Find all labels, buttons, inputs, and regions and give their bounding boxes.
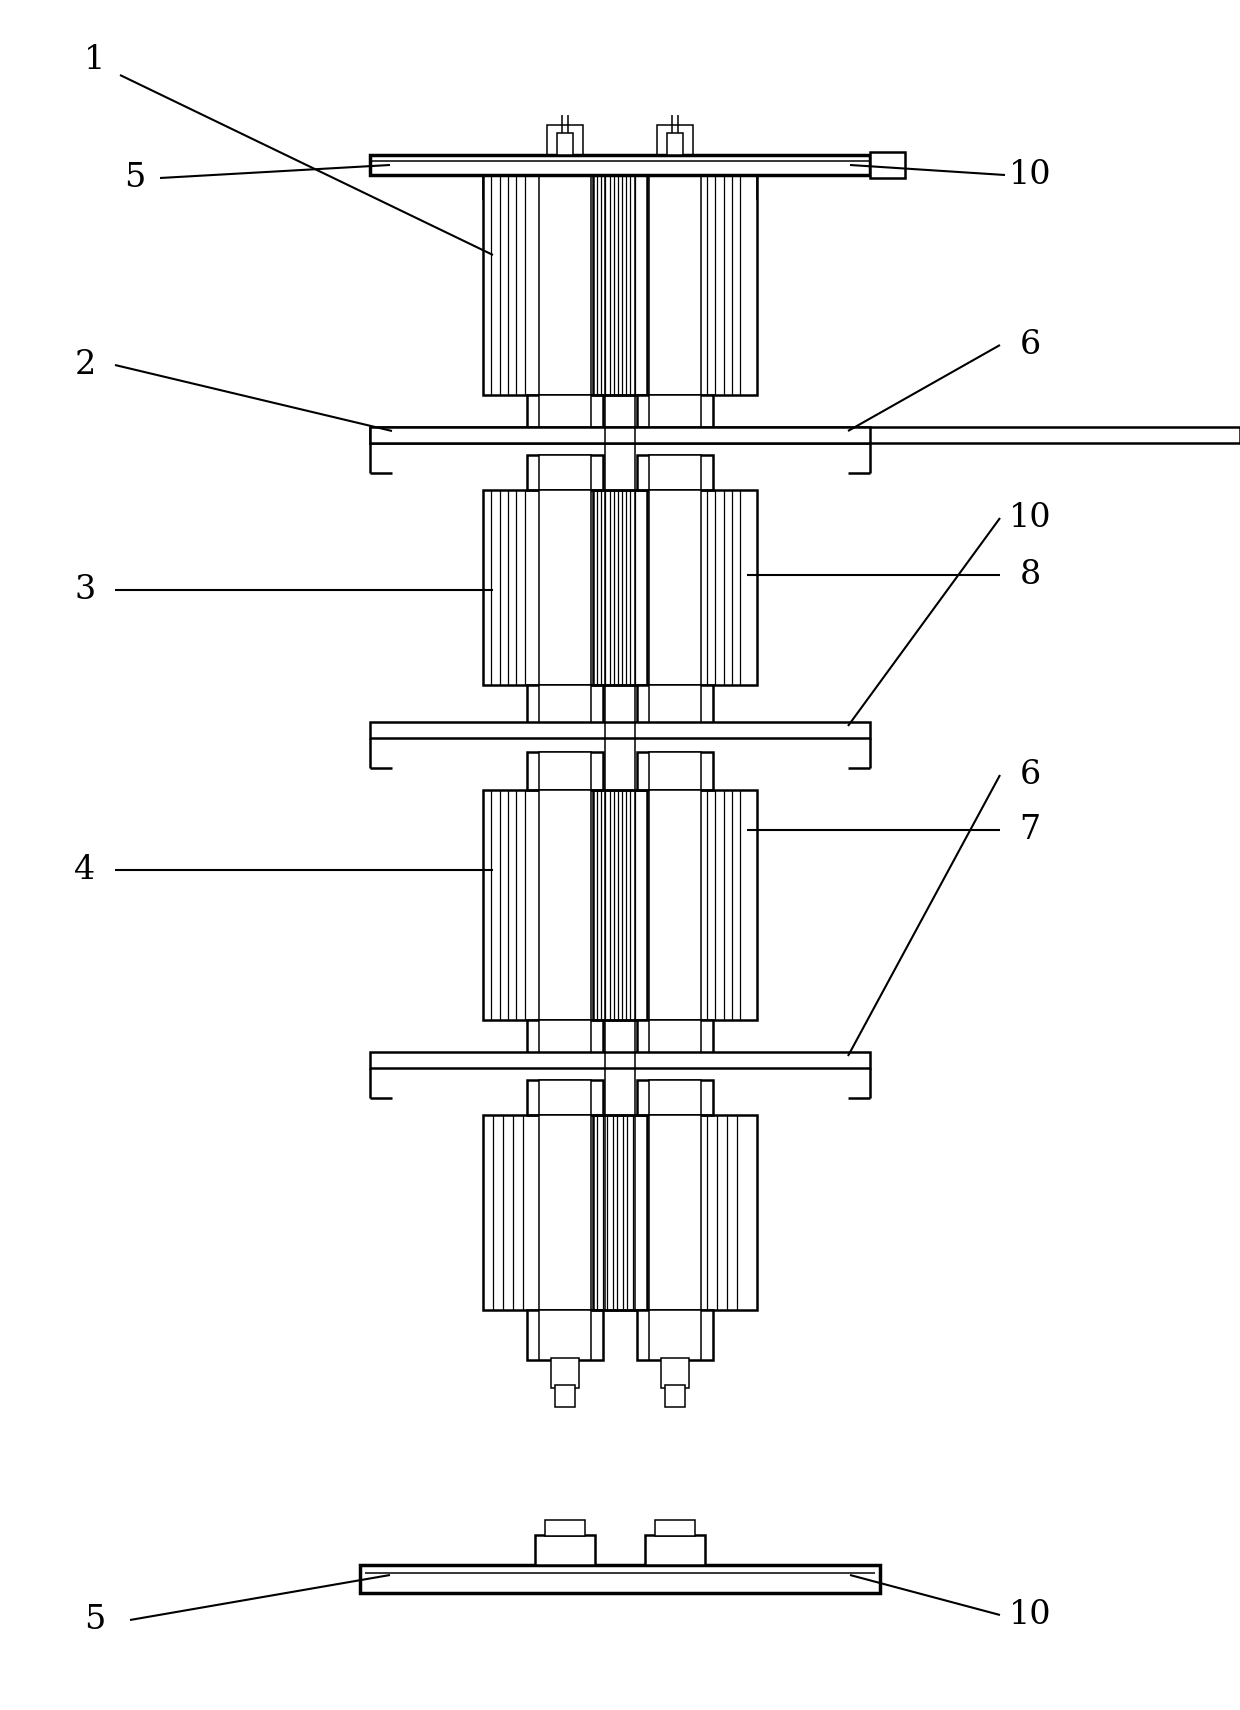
- Bar: [370, 428, 870, 443]
- Bar: [539, 752, 591, 790]
- Bar: [484, 174, 647, 395]
- Bar: [870, 152, 905, 178]
- Bar: [539, 1115, 591, 1310]
- Bar: [539, 1081, 591, 1115]
- Text: 1: 1: [84, 44, 105, 75]
- Bar: [527, 395, 603, 434]
- Text: 2: 2: [74, 349, 95, 381]
- Bar: [667, 133, 683, 156]
- Bar: [649, 1115, 701, 1310]
- Bar: [534, 1536, 595, 1565]
- Bar: [484, 491, 647, 686]
- Bar: [527, 1310, 603, 1359]
- Bar: [539, 455, 591, 491]
- Text: 10: 10: [1008, 1599, 1052, 1631]
- Bar: [484, 790, 647, 1019]
- Bar: [539, 491, 591, 686]
- Bar: [527, 1081, 603, 1115]
- Bar: [637, 752, 713, 790]
- Bar: [557, 133, 573, 156]
- Bar: [655, 1520, 694, 1536]
- Text: 7: 7: [1019, 814, 1040, 846]
- Bar: [539, 1019, 591, 1060]
- Bar: [370, 722, 870, 739]
- Bar: [539, 790, 591, 1019]
- Bar: [649, 1019, 701, 1060]
- Bar: [645, 1536, 706, 1565]
- Bar: [649, 1081, 701, 1115]
- Text: 10: 10: [1008, 503, 1052, 534]
- Bar: [649, 174, 701, 395]
- Bar: [593, 174, 756, 395]
- Bar: [649, 790, 701, 1019]
- Bar: [649, 686, 701, 730]
- Bar: [637, 1081, 713, 1115]
- Text: 8: 8: [1019, 559, 1040, 592]
- Bar: [637, 455, 713, 491]
- Bar: [649, 395, 701, 434]
- Bar: [370, 428, 1240, 443]
- Bar: [484, 1115, 647, 1310]
- Bar: [527, 686, 603, 730]
- Bar: [593, 790, 756, 1019]
- Bar: [637, 1019, 713, 1060]
- Text: 6: 6: [1019, 328, 1040, 361]
- Bar: [637, 1310, 713, 1359]
- Bar: [649, 455, 701, 491]
- Bar: [539, 395, 591, 434]
- Bar: [546, 1520, 585, 1536]
- Bar: [370, 1052, 870, 1069]
- Bar: [593, 1115, 756, 1310]
- Bar: [527, 455, 603, 491]
- Bar: [649, 491, 701, 686]
- Bar: [370, 156, 870, 174]
- Bar: [657, 125, 693, 156]
- Bar: [551, 1358, 579, 1389]
- Bar: [547, 125, 583, 156]
- Text: 5: 5: [84, 1604, 105, 1636]
- Text: 3: 3: [74, 575, 95, 605]
- Bar: [527, 1019, 603, 1060]
- Text: 5: 5: [124, 162, 145, 193]
- Text: 4: 4: [74, 853, 95, 886]
- Bar: [665, 1385, 684, 1407]
- Bar: [556, 1385, 575, 1407]
- Bar: [539, 1310, 591, 1359]
- Bar: [539, 686, 591, 730]
- Bar: [649, 1310, 701, 1359]
- Bar: [539, 174, 591, 395]
- Bar: [649, 752, 701, 790]
- Bar: [637, 686, 713, 730]
- Bar: [360, 1565, 880, 1594]
- Bar: [637, 395, 713, 434]
- Bar: [661, 1358, 689, 1389]
- Bar: [527, 752, 603, 790]
- Text: 10: 10: [1008, 159, 1052, 192]
- Bar: [593, 491, 756, 686]
- Text: 6: 6: [1019, 759, 1040, 792]
